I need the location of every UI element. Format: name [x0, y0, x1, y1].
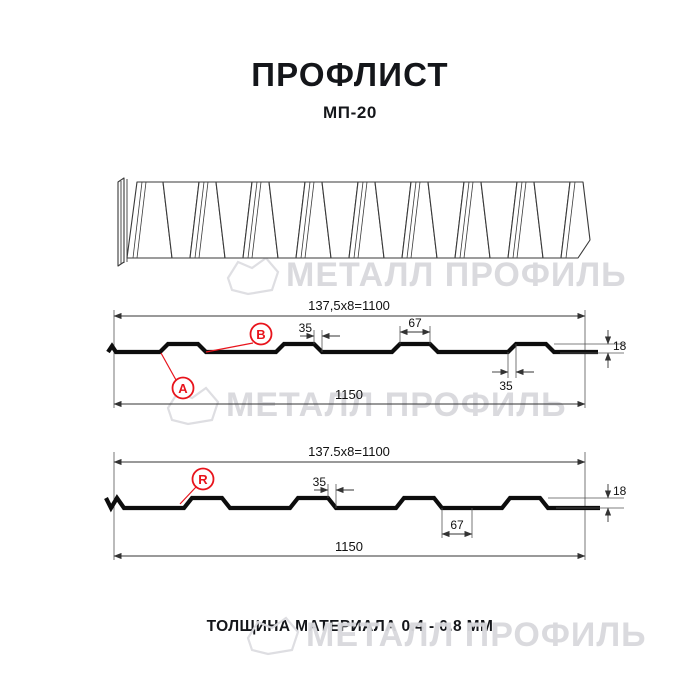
- dim-35-lower-top-label: 35: [499, 379, 513, 393]
- dim-67-bottom-label: 67: [450, 518, 464, 532]
- dim-35-upper-top: 35: [299, 321, 340, 352]
- dim-pitch-top: 137,5x8=1100: [113, 298, 586, 320]
- dim-height-top-label: 18: [613, 339, 627, 353]
- dim-35-upper-bottom: 35: [313, 475, 354, 508]
- dim-pitch-top-label: 137,5x8=1100: [308, 298, 390, 313]
- watermark-text: МЕТАЛЛ ПРОФИЛЬ: [306, 616, 647, 654]
- profile-outline-top: [106, 341, 598, 355]
- product-model-label: МП-20: [323, 103, 377, 122]
- dim-67-top: 67: [399, 316, 431, 344]
- marker-a: A: [160, 352, 195, 400]
- marker-a-label: A: [178, 381, 188, 396]
- marker-b-label: B: [256, 327, 265, 342]
- section-top-group: 137,5x8=1100 35 67 35: [106, 298, 627, 408]
- dim-67-top-label: 67: [408, 316, 422, 330]
- dim-35-lower-top: 35: [492, 344, 534, 393]
- watermark-text: МЕТАЛЛ ПРОФИЛЬ: [226, 386, 567, 424]
- dim-overall-bottom-label: 1150: [335, 539, 363, 554]
- dim-overall-top-label: 1150: [335, 387, 363, 402]
- isometric-sheet-view: [117, 177, 591, 267]
- dim-35-upper-bottom-label: 35: [313, 475, 327, 489]
- dim-height-bottom: 18: [548, 484, 627, 522]
- dim-pitch-bottom: 137.5x8=1100: [113, 444, 586, 466]
- marker-b: B: [205, 322, 273, 353]
- dim-height-bottom-label: 18: [613, 484, 627, 498]
- watermark-logo-bottom: МЕТАЛЛ ПРОФИЛЬ: [246, 616, 647, 656]
- dim-pitch-bottom-label: 137.5x8=1100: [308, 444, 390, 459]
- profile-outline-bottom: [104, 494, 600, 513]
- page-title: ПРОФЛИСТ: [251, 56, 449, 93]
- section-bottom-group: 137.5x8=1100 35 67 18: [104, 444, 627, 560]
- dim-overall-bottom: 1150: [113, 539, 586, 560]
- dim-67-bottom: 67: [441, 508, 473, 538]
- watermark-text: МЕТАЛЛ ПРОФИЛЬ: [286, 256, 627, 294]
- dim-35-upper-top-label: 35: [299, 321, 313, 335]
- marker-r: R: [179, 467, 215, 505]
- dim-height-top: 18: [554, 330, 627, 368]
- dim-overall-top: 1150: [113, 387, 586, 408]
- watermark-logo-top: МЕТАЛЛ ПРОФИЛЬ: [226, 256, 627, 296]
- marker-r-label: R: [198, 472, 208, 487]
